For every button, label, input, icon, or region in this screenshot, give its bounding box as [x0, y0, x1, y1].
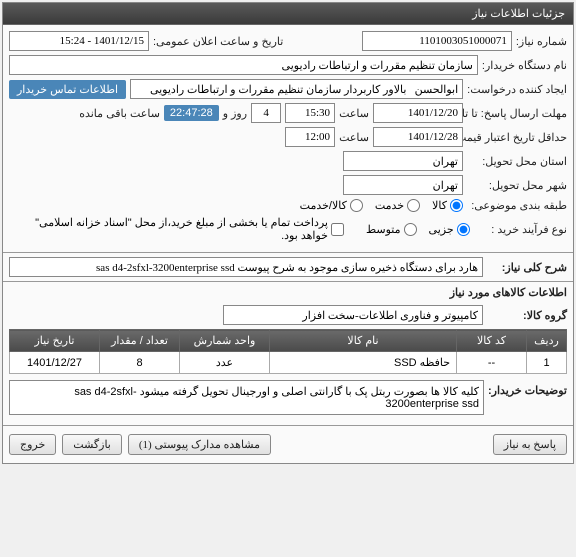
days-remaining-input[interactable]	[251, 103, 281, 123]
time-label-2: ساعت	[339, 131, 369, 144]
row-deadline: مهلت ارسال پاسخ: تا تاریخ: ساعت روز و 22…	[9, 103, 567, 123]
buyer-notes-label: توضیحات خریدار:	[488, 380, 567, 397]
need-title-input[interactable]	[9, 257, 483, 277]
need-title-label: شرح کلی نیاز:	[487, 261, 567, 274]
col-date: تاریخ نیاز	[10, 330, 100, 352]
row-need-number: شماره نیاز: تاریخ و ساعت اعلان عمومی:	[9, 31, 567, 51]
radio-goods-service-input[interactable]	[350, 199, 363, 212]
validity-time-input[interactable]	[285, 127, 335, 147]
exit-button[interactable]: خروج	[9, 434, 56, 455]
buyer-org-label: نام دستگاه خریدار:	[482, 59, 567, 72]
cell-date: 1401/12/27	[10, 352, 100, 374]
contact-info-badge[interactable]: اطلاعات تماس خریدار	[9, 80, 126, 99]
panel-title: جزئیات اطلاعات نیاز	[3, 3, 573, 25]
cell-row: 1	[527, 352, 567, 374]
cell-code: --	[457, 352, 527, 374]
cell-unit: عدد	[180, 352, 270, 374]
need-number-label: شماره نیاز:	[516, 35, 567, 48]
radio-medium[interactable]: متوسط	[366, 223, 417, 236]
delivery-city-input[interactable]	[343, 175, 463, 195]
countdown-badge: 22:47:28	[164, 105, 219, 121]
row-city: استان محل تحویل:	[9, 151, 567, 171]
day-label: روز و	[223, 107, 247, 120]
row-process: نوع فرآیند خرید : جزیی متوسط پرداخت تمام…	[9, 216, 567, 242]
deadline-label: مهلت ارسال پاسخ: تا تاریخ:	[467, 107, 567, 120]
process-radio-group: جزیی متوسط	[366, 223, 470, 236]
radio-service-input[interactable]	[407, 199, 420, 212]
respond-button[interactable]: پاسخ به نیاز	[493, 434, 567, 455]
radio-goods[interactable]: کالا	[432, 199, 463, 212]
radio-goods-input[interactable]	[450, 199, 463, 212]
items-table: ردیف کد کالا نام کالا واحد شمارش تعداد /…	[9, 329, 567, 374]
checkbox-payment-input[interactable]	[331, 223, 344, 236]
form-body: شماره نیاز: تاریخ و ساعت اعلان عمومی: نا…	[3, 25, 573, 252]
table-header-row: ردیف کد کالا نام کالا واحد شمارش تعداد /…	[10, 330, 567, 352]
attachments-button[interactable]: مشاهده مدارک پیوستی (1)	[128, 434, 271, 455]
buyer-notes-text[interactable]: کلیه کالا ها بصورت ربتل پک با گارانتی اص…	[9, 380, 484, 415]
row-category: طبقه بندی موضوعی: کالا خدمت کالا/خدمت	[9, 199, 567, 212]
time-label-1: ساعت	[339, 107, 369, 120]
table-row[interactable]: 1 -- حافظه SSD عدد 8 1401/12/27	[10, 352, 567, 374]
col-row: ردیف	[527, 330, 567, 352]
radio-service[interactable]: خدمت	[375, 199, 420, 212]
radio-partial[interactable]: جزیی	[429, 223, 470, 236]
city-input[interactable]	[343, 151, 463, 171]
items-section-title: اطلاعات کالاهای مورد نیاز	[3, 281, 573, 303]
requester-label: ایجاد کننده درخواست:	[467, 83, 567, 96]
validity-label: حداقل تاریخ اعتبار قیمت: تا تاریخ:	[467, 131, 567, 144]
items-body: گروه کالا: ردیف کد کالا نام کالا واحد شم…	[3, 303, 573, 425]
deadline-time-input[interactable]	[285, 103, 335, 123]
announce-date-input[interactable]	[9, 31, 149, 51]
checkbox-payment[interactable]: پرداخت تمام یا بخشی از مبلغ خرید،از محل …	[9, 216, 344, 242]
need-number-input[interactable]	[362, 31, 512, 51]
row-delivery-city: شهر محل تحویل:	[9, 175, 567, 195]
row-buyer: نام دستگاه خریدار:	[9, 55, 567, 75]
need-title-section: شرح کلی نیاز:	[3, 252, 573, 281]
announce-date-label: تاریخ و ساعت اعلان عمومی:	[153, 35, 283, 48]
col-name: نام کالا	[270, 330, 457, 352]
cell-name: حافظه SSD	[270, 352, 457, 374]
requester-input[interactable]	[130, 79, 463, 99]
col-code: کد کالا	[457, 330, 527, 352]
back-button[interactable]: بازگشت	[62, 434, 122, 455]
category-label: طبقه بندی موضوعی:	[467, 199, 567, 212]
row-group: گروه کالا:	[9, 305, 567, 325]
row-requester: ایجاد کننده درخواست: اطلاعات تماس خریدار	[9, 79, 567, 99]
footer-bar: پاسخ به نیاز مشاهده مدارک پیوستی (1) باز…	[3, 425, 573, 463]
row-validity: حداقل تاریخ اعتبار قیمت: تا تاریخ: ساعت	[9, 127, 567, 147]
delivery-city-label: شهر محل تحویل:	[467, 179, 567, 192]
col-qty: تعداد / مقدار	[100, 330, 180, 352]
category-radio-group: کالا خدمت کالا/خدمت	[300, 199, 463, 212]
radio-goods-service[interactable]: کالا/خدمت	[300, 199, 363, 212]
col-unit: واحد شمارش	[180, 330, 270, 352]
main-panel: جزئیات اطلاعات نیاز شماره نیاز: تاریخ و …	[2, 2, 574, 464]
remaining-label: ساعت باقی مانده	[79, 107, 160, 120]
process-label: نوع فرآیند خرید :	[474, 223, 567, 236]
group-input[interactable]	[223, 305, 483, 325]
radio-partial-input[interactable]	[457, 223, 470, 236]
group-label: گروه کالا:	[487, 309, 567, 322]
buyer-org-input[interactable]	[9, 55, 478, 75]
radio-medium-input[interactable]	[404, 223, 417, 236]
cell-qty: 8	[100, 352, 180, 374]
validity-date-input[interactable]	[373, 127, 463, 147]
deadline-date-input[interactable]	[373, 103, 463, 123]
row-buyer-notes: توضیحات خریدار: کلیه کالا ها بصورت ربتل …	[9, 380, 567, 415]
city-label: استان محل تحویل:	[467, 155, 567, 168]
